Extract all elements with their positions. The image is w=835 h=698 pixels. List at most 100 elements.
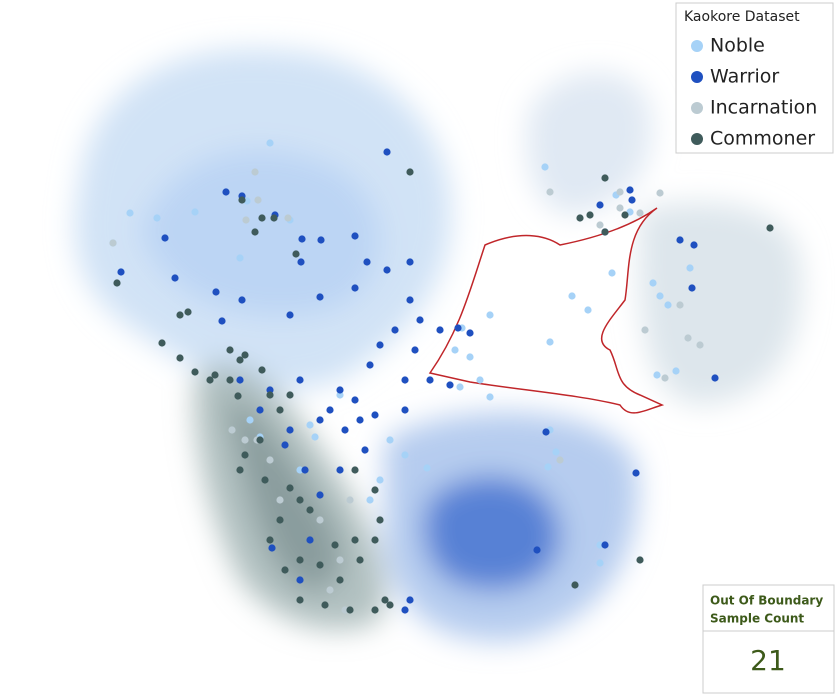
point xyxy=(281,441,289,449)
legend-marker xyxy=(691,133,703,145)
count-frame xyxy=(702,584,835,694)
point xyxy=(401,406,409,414)
point xyxy=(632,469,640,477)
count-label: Sample Count xyxy=(710,612,804,626)
point xyxy=(371,536,379,544)
point xyxy=(376,341,384,349)
legend-marker xyxy=(691,71,703,83)
point xyxy=(236,466,244,474)
point xyxy=(297,258,305,266)
point xyxy=(371,411,379,419)
point xyxy=(386,436,394,444)
point xyxy=(296,596,304,604)
point xyxy=(161,234,169,242)
point xyxy=(653,371,661,379)
point xyxy=(226,346,234,354)
point xyxy=(296,496,304,504)
point xyxy=(301,466,309,474)
point xyxy=(406,296,414,304)
point xyxy=(649,279,657,287)
point xyxy=(711,374,719,382)
point xyxy=(351,466,359,474)
point xyxy=(416,316,424,324)
points xyxy=(109,139,774,614)
point xyxy=(191,208,199,216)
point xyxy=(184,308,192,316)
point xyxy=(281,566,289,574)
point xyxy=(533,546,541,554)
point xyxy=(336,556,344,564)
point xyxy=(406,258,414,266)
point xyxy=(306,421,314,429)
point xyxy=(266,456,274,464)
point xyxy=(316,491,324,499)
point xyxy=(336,391,344,399)
point xyxy=(276,516,284,524)
point xyxy=(316,293,324,301)
point xyxy=(242,216,250,224)
point xyxy=(222,188,230,196)
point xyxy=(546,188,554,196)
point xyxy=(596,541,604,549)
point xyxy=(241,436,249,444)
legend-label: Warrior xyxy=(710,66,779,88)
legend-label: Commoner xyxy=(710,128,815,150)
point xyxy=(696,341,704,349)
point xyxy=(641,326,649,334)
point xyxy=(356,556,364,564)
point xyxy=(376,516,384,524)
count-label: Out Of Boundary xyxy=(710,594,823,608)
point xyxy=(401,606,409,614)
point xyxy=(601,228,609,236)
point xyxy=(306,506,314,514)
point xyxy=(466,329,474,337)
point xyxy=(258,214,266,222)
point xyxy=(401,451,409,459)
point xyxy=(261,476,269,484)
point xyxy=(584,306,592,314)
point xyxy=(586,211,594,219)
point xyxy=(621,211,629,219)
point xyxy=(246,416,254,424)
point xyxy=(661,374,669,382)
point xyxy=(241,451,249,459)
point xyxy=(336,386,344,394)
point xyxy=(234,392,242,400)
legend: Kaokore Dataset Noble Warrior Incarnation C… xyxy=(675,2,834,154)
point xyxy=(268,544,276,552)
point xyxy=(228,426,236,434)
point xyxy=(608,269,616,277)
point xyxy=(109,239,117,247)
point xyxy=(254,196,262,204)
point xyxy=(286,484,294,492)
point xyxy=(676,301,684,309)
point xyxy=(636,209,644,217)
point xyxy=(596,559,604,567)
point xyxy=(616,188,624,196)
point xyxy=(270,214,278,222)
point xyxy=(596,201,604,209)
point xyxy=(316,561,324,569)
point xyxy=(436,326,444,334)
point xyxy=(376,476,384,484)
point xyxy=(171,274,179,282)
point xyxy=(351,232,359,240)
point xyxy=(626,186,634,194)
point xyxy=(381,596,389,604)
point xyxy=(568,292,576,300)
point xyxy=(486,311,494,319)
point xyxy=(446,381,454,389)
density-contours xyxy=(74,48,802,642)
point xyxy=(628,196,636,204)
point xyxy=(256,436,264,444)
point xyxy=(386,601,394,609)
legend-label: Noble xyxy=(710,35,765,57)
point xyxy=(391,326,399,334)
point xyxy=(236,356,244,364)
point xyxy=(571,581,579,589)
point xyxy=(686,264,694,272)
point xyxy=(311,433,319,441)
point xyxy=(316,516,324,524)
point xyxy=(411,346,419,354)
